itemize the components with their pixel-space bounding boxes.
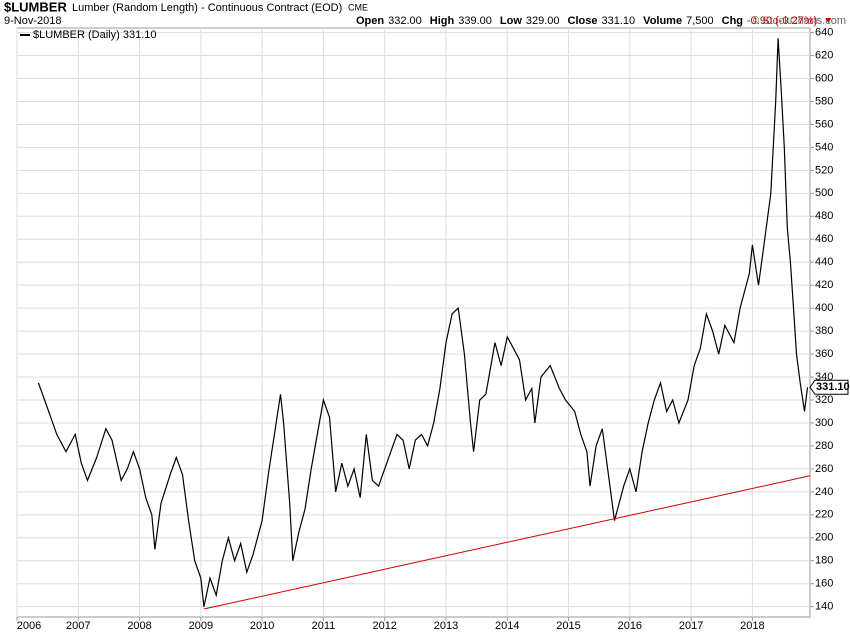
y-tick-label: 460 bbox=[815, 233, 833, 245]
y-tick-label: 300 bbox=[815, 417, 833, 429]
y-tick-label: 540 bbox=[815, 141, 833, 153]
y-tick-label: 440 bbox=[815, 256, 833, 268]
stat-label: High bbox=[430, 15, 455, 27]
x-tick-label: 2014 bbox=[495, 620, 519, 632]
last-value-label: 331.10 bbox=[816, 381, 850, 393]
stat-label: Volume bbox=[643, 15, 682, 27]
y-tick-label: 240 bbox=[815, 486, 833, 498]
y-tick-label: 640 bbox=[815, 26, 833, 38]
y-tick-label: 200 bbox=[815, 532, 833, 544]
x-tick-label: 2015 bbox=[556, 620, 580, 632]
date: 9-Nov-2018 bbox=[4, 15, 61, 27]
trendline bbox=[203, 475, 811, 610]
x-tick-label: 2013 bbox=[434, 620, 458, 632]
change-arrow bbox=[825, 18, 832, 23]
x-tick-label: 2011 bbox=[312, 620, 336, 632]
x-tick-label: 2012 bbox=[372, 620, 396, 632]
legend-label: $LUMBER (Daily) 331.10 bbox=[33, 29, 157, 41]
stat-value: 331.10 bbox=[602, 15, 636, 27]
stat-value: 329.00 bbox=[526, 15, 560, 27]
y-tick-label: 280 bbox=[815, 440, 833, 452]
y-tick-label: 320 bbox=[815, 394, 833, 406]
stat-label: Open bbox=[356, 15, 384, 27]
y-tick-label: 600 bbox=[815, 72, 833, 84]
stat-value: 7,500 bbox=[686, 15, 714, 27]
stats: Open 332.00 High 339.00 Low 329.00 Close 331.10… bbox=[356, 15, 817, 27]
exchange: CME bbox=[348, 2, 368, 12]
x-tick-label: 2008 bbox=[127, 620, 151, 632]
x-tick-label: 2017 bbox=[679, 620, 703, 632]
stat-value: -0.90 (-0.27%) bbox=[747, 15, 817, 27]
y-tick-label: 580 bbox=[815, 95, 833, 107]
y-tick-label: 380 bbox=[815, 325, 833, 337]
y-tick-label: 180 bbox=[815, 555, 833, 567]
y-tick-label: 360 bbox=[815, 348, 833, 360]
y-tick-label: 620 bbox=[815, 49, 833, 61]
x-tick-label: 2006 bbox=[17, 620, 41, 632]
y-tick-label: 160 bbox=[815, 578, 833, 590]
x-tick-label: 2010 bbox=[250, 620, 274, 632]
copyright: © StockCharts.com bbox=[751, 15, 846, 27]
stat-label: Chg bbox=[722, 15, 743, 27]
instrument-name: Lumber (Random Length) - Continuous Cont… bbox=[72, 2, 342, 14]
price-line bbox=[37, 38, 809, 607]
symbol: $LUMBER bbox=[4, 0, 67, 14]
y-tick-label: 220 bbox=[815, 509, 833, 521]
x-tick-label: 2007 bbox=[66, 620, 90, 632]
stat-value: 339.00 bbox=[458, 15, 492, 27]
x-tick-label: 2016 bbox=[618, 620, 642, 632]
y-tick-label: 260 bbox=[815, 463, 833, 475]
y-tick-label: 500 bbox=[815, 187, 833, 199]
y-tick-label: 560 bbox=[815, 118, 833, 130]
y-tick-label: 480 bbox=[815, 210, 833, 222]
y-tick-label: 140 bbox=[815, 601, 833, 613]
stat-label: Close bbox=[568, 15, 598, 27]
last-value-box bbox=[809, 379, 849, 395]
stat-value: 332.00 bbox=[388, 15, 422, 27]
x-tick-label: 2018 bbox=[740, 620, 764, 632]
y-tick-label: 420 bbox=[815, 279, 833, 291]
y-tick-label: 400 bbox=[815, 302, 833, 314]
y-tick-label: 520 bbox=[815, 164, 833, 176]
x-tick-label: 2009 bbox=[189, 620, 213, 632]
stat-label: Low bbox=[500, 15, 522, 27]
